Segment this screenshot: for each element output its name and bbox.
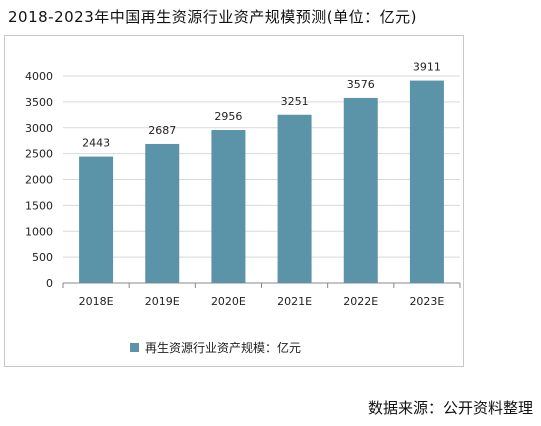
- x-tick-label: 2020E: [211, 295, 246, 308]
- x-tick-label: 2022E: [343, 295, 378, 308]
- axis-layer: 0 500 1000 1500 2000 2500 3000 3500 4000: [25, 70, 461, 290]
- y-tick-label: 2500: [25, 148, 53, 161]
- data-label: 2443: [82, 137, 110, 150]
- x-tick-label: 2023E: [409, 295, 444, 308]
- chart-frame: 0 500 1000 1500 2000 2500 3000 3500 4000 2443 201…: [4, 35, 464, 367]
- y-tick-label: 3000: [25, 122, 53, 135]
- data-label: 2687: [148, 124, 176, 137]
- data-label: 2956: [214, 110, 242, 123]
- data-label: 3576: [347, 78, 375, 91]
- y-tick-label: 3500: [25, 96, 53, 109]
- y-tick-label: 0: [46, 277, 53, 290]
- legend-swatch: [130, 343, 139, 352]
- legend-label: 再生资源行业资产规模：亿元: [145, 340, 301, 355]
- x-tick-label: 2021E: [277, 295, 312, 308]
- data-label: 3911: [413, 61, 441, 74]
- bar-2021E: [277, 114, 312, 284]
- data-label: 3251: [281, 95, 309, 108]
- page-title: 2018-2023年中国再生资源行业资产规模预测(单位：亿元): [8, 8, 417, 26]
- grid-layer: [63, 75, 460, 258]
- bar-2023E: [409, 80, 444, 284]
- labels-layer: 2443 2018E 2687 2019E 2956 2020E 3251 2021E 3576…: [79, 61, 445, 308]
- bar-2019E: [145, 143, 180, 283]
- y-tick-label: 2000: [25, 174, 53, 187]
- y-tick-label: 1500: [25, 199, 53, 212]
- bar-2022E: [343, 97, 378, 283]
- bar-2018E: [79, 156, 114, 283]
- y-tick-label: 500: [32, 251, 53, 264]
- x-tick-label: 2018E: [79, 295, 114, 308]
- y-tick-label: 4000: [25, 70, 53, 83]
- bars-layer: [79, 80, 444, 284]
- source-note: 数据来源：公开资料整理: [367, 399, 533, 417]
- x-tick-label: 2019E: [145, 295, 180, 308]
- bar-chart: 0 500 1000 1500 2000 2500 3000 3500 4000 2443 201…: [25, 61, 461, 355]
- legend-layer: 再生资源行业资产规模：亿元: [130, 340, 301, 355]
- bar-2020E: [211, 130, 246, 283]
- y-tick-label: 1000: [25, 225, 53, 238]
